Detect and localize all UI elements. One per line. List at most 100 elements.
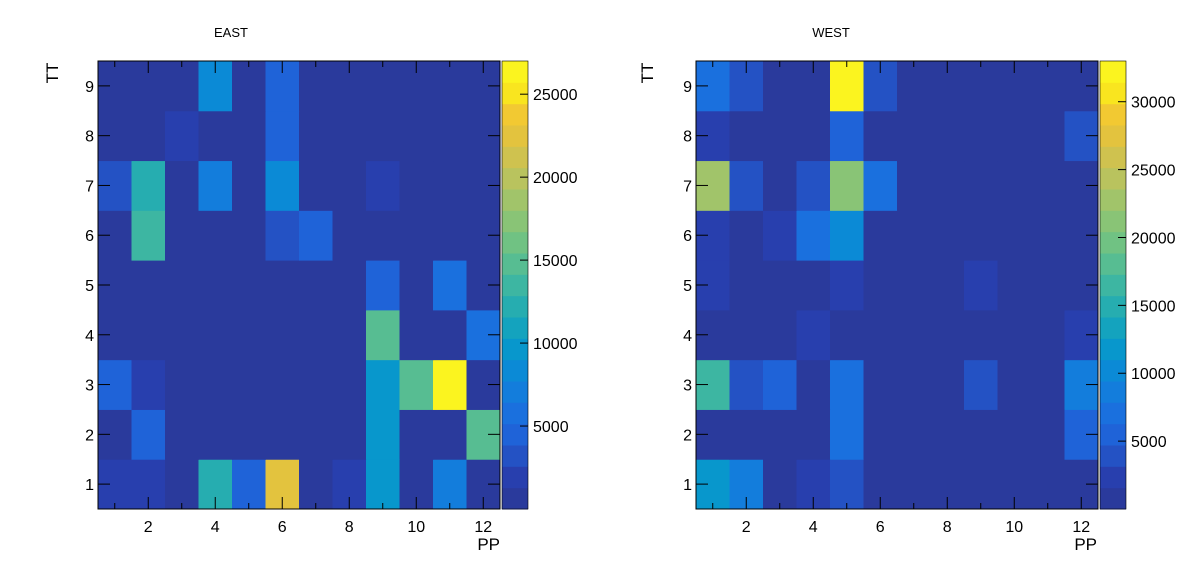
- y-tick-label: 4: [85, 328, 94, 345]
- heatmap-cell: [299, 210, 333, 261]
- x-tick-label: 2: [742, 519, 751, 536]
- heatmap-cell: [232, 309, 266, 361]
- heatmap-cell: [366, 409, 400, 460]
- heatmap-cell: [399, 210, 434, 261]
- heatmap-cell: [763, 359, 797, 410]
- y-tick-label: 8: [683, 129, 692, 146]
- heatmap-cell: [265, 409, 300, 460]
- heatmap-cell: [232, 210, 266, 261]
- color-scale-band: [1100, 61, 1126, 83]
- heatmap-cell: [1031, 409, 1065, 460]
- heatmap-cell: [997, 110, 1032, 162]
- heatmap-cell: [433, 260, 467, 311]
- heatmap-cell: [863, 260, 898, 311]
- heatmap-cell: [897, 309, 931, 361]
- y-tick-label: 6: [85, 228, 94, 245]
- heatmap-cell: [332, 309, 367, 361]
- heatmap-cell: [433, 309, 467, 361]
- color-scale-label: 10000: [533, 336, 578, 353]
- heatmap-cell: [964, 110, 998, 162]
- color-scale-band: [1100, 402, 1126, 425]
- heatmap-cell: [729, 110, 764, 162]
- heatmap-cell: [897, 210, 931, 261]
- y-axis-title-east: TT: [43, 63, 62, 84]
- color-scale-label: 20000: [1131, 230, 1176, 247]
- color-scale-band: [1100, 445, 1126, 467]
- heatmap-cell: [729, 359, 764, 410]
- heatmap-cell: [332, 260, 367, 311]
- heatmap-cell: [198, 359, 233, 410]
- color-scale-band: [1100, 338, 1126, 361]
- heatmap-cell: [763, 309, 797, 361]
- heatmap-cell: [763, 61, 797, 112]
- heatmap-cell: [433, 409, 467, 460]
- heatmap-cell: [796, 359, 831, 410]
- heatmap-cell: [863, 160, 898, 211]
- heatmap-cell: [299, 160, 333, 211]
- heatmap-cell: [265, 309, 300, 361]
- heatmap-cell: [332, 110, 367, 162]
- heatmap-cell: [964, 309, 998, 361]
- heatmap-cell: [830, 260, 864, 311]
- heatmap-cell: [997, 309, 1032, 361]
- heatmap-cell: [332, 359, 367, 410]
- color-scale-band: [502, 146, 528, 169]
- y-tick-label: 5: [683, 278, 692, 295]
- color-scale-band: [502, 402, 528, 425]
- color-scale-band: [502, 423, 528, 446]
- heatmap-cell: [930, 409, 965, 460]
- heatmap-cell: [433, 160, 467, 211]
- color-scale-band: [502, 445, 528, 467]
- heatmap-cell: [997, 210, 1032, 261]
- heatmap-cell: [299, 110, 333, 162]
- heatmap-cell: [897, 260, 931, 311]
- heatmap-cell: [232, 160, 266, 211]
- heatmap-cell: [897, 359, 931, 410]
- heatmap-cell: [830, 110, 864, 162]
- heatmap-cell: [796, 309, 831, 361]
- x-tick-label: 6: [876, 519, 885, 536]
- heatmap-cell: [299, 61, 333, 112]
- heatmap-cell: [1031, 459, 1065, 510]
- x-tick-label: 6: [278, 519, 287, 536]
- color-scale-band: [502, 359, 528, 382]
- heatmap-cell: [897, 409, 931, 460]
- color-scale-band: [1100, 274, 1126, 297]
- color-scale-band: [1100, 466, 1126, 489]
- y-tick-label: 9: [85, 79, 94, 96]
- heatmap-cell: [232, 459, 266, 510]
- heatmap-cell: [332, 160, 367, 211]
- heatmap-cell: [165, 110, 199, 162]
- y-axis-title-west: TT: [638, 63, 657, 84]
- color-scale-label: 25000: [533, 87, 578, 104]
- heatmap-cell: [763, 260, 797, 311]
- heatmap-cell: [729, 160, 764, 211]
- heatmap-cell: [729, 210, 764, 261]
- heatmap-cell: [366, 160, 400, 211]
- heatmap-cell: [863, 110, 898, 162]
- color-scale-band: [502, 189, 528, 211]
- color-scale-band: [502, 466, 528, 489]
- heatmap-cell: [830, 409, 864, 460]
- heatmap-cell: [830, 309, 864, 361]
- heatmap-cell: [198, 160, 233, 211]
- heatmap-cell: [1031, 110, 1065, 162]
- x-tick-label: 8: [943, 519, 952, 536]
- heatmap-cell: [1031, 309, 1065, 361]
- y-tick-label: 9: [683, 79, 692, 96]
- heatmap-cell: [299, 459, 333, 510]
- color-scale-band: [502, 317, 528, 339]
- heatmap-cell: [796, 110, 831, 162]
- heatmap-cell: [830, 210, 864, 261]
- heatmap-cell: [399, 409, 434, 460]
- heatmap-cell: [366, 110, 400, 162]
- heatmap-cell: [366, 359, 400, 410]
- color-scale-band: [1100, 317, 1126, 339]
- heatmap-cell: [131, 359, 166, 410]
- heatmap-cell: [964, 61, 998, 112]
- y-tick-label: 8: [85, 129, 94, 146]
- heatmap-cell: [399, 160, 434, 211]
- heatmap-cell: [964, 160, 998, 211]
- y-tick-label: 1: [85, 477, 94, 494]
